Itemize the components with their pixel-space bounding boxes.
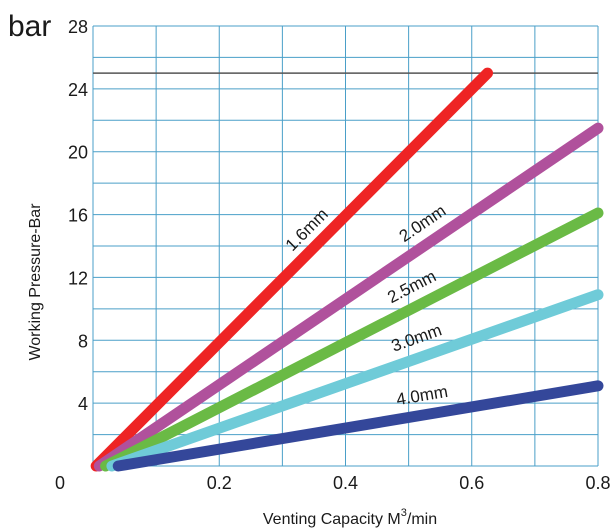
series-line-2-0mm [99,128,598,466]
x-axis-label-suffix: /min [407,511,437,528]
y-tick-label: 4 [78,394,88,414]
x-axis-label: Venting Capacity M3/min [263,507,437,528]
y-tick-label: 16 [68,206,88,226]
unit-label: bar [8,10,51,43]
x-axis-label-prefix: Venting Capacity M [263,511,401,528]
y-tick-label: 24 [68,80,88,100]
y-tick-label: 12 [68,268,88,288]
x-tick-label: 0.6 [459,473,484,493]
x-tick-label: 0.2 [207,473,232,493]
x-tick-label: 0.8 [585,473,610,493]
y-tick-label: 28 [68,17,88,37]
x-tick-label: 0 [55,473,65,493]
y-axis-label: Working Pressure-Bar [27,203,44,361]
y-tick-label: 8 [78,331,88,351]
x-tick-label: 0.4 [333,473,358,493]
series-label: 4.0mm [395,382,449,409]
y-tick-label: 20 [68,143,88,163]
series-lines [96,73,598,466]
